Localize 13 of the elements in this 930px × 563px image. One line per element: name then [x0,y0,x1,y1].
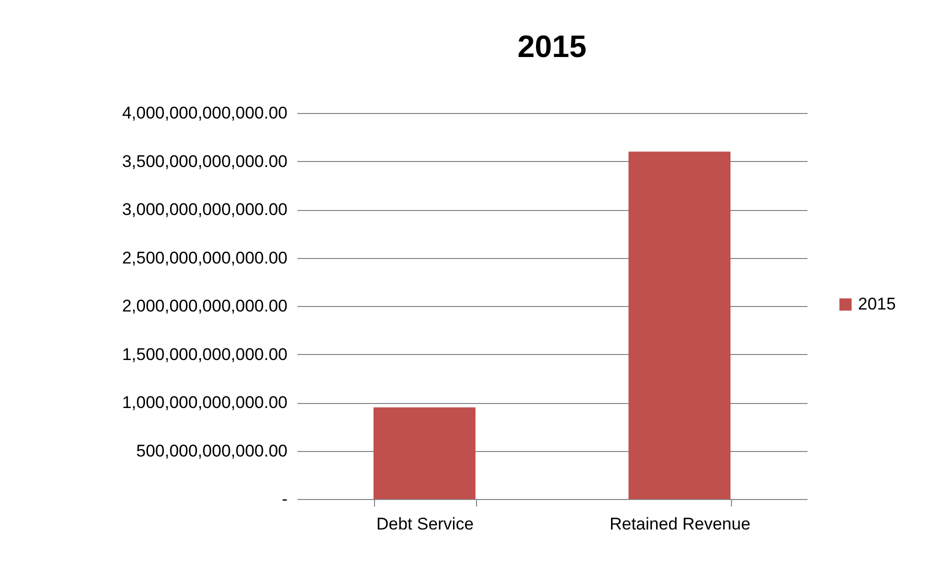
y-tick-label: 3,500,000,000,000.00 [122,152,288,171]
y-tick-label: 4,000,000,000,000.00 [122,104,288,122]
y-tick-label: 500,000,000,000.00 [136,441,288,460]
x-tick-label: Retained Revenue [610,514,750,534]
y-tick-label: 2,000,000,000,000.00 [122,296,288,316]
y-tick-label: - [282,490,288,508]
chart-title: 2015 [518,29,586,64]
y-tick-label: 1,500,000,000,000.00 [122,344,288,364]
legend-label: 2015 [858,294,896,314]
y-tick-label: 3,000,000,000,000.00 [122,200,288,219]
y-tick-label: 2,500,000,000,000.00 [122,248,288,268]
y-tick-label: 1,000,000,000,000.00 [122,393,288,412]
x-tick-label: Debt Service [376,514,474,534]
